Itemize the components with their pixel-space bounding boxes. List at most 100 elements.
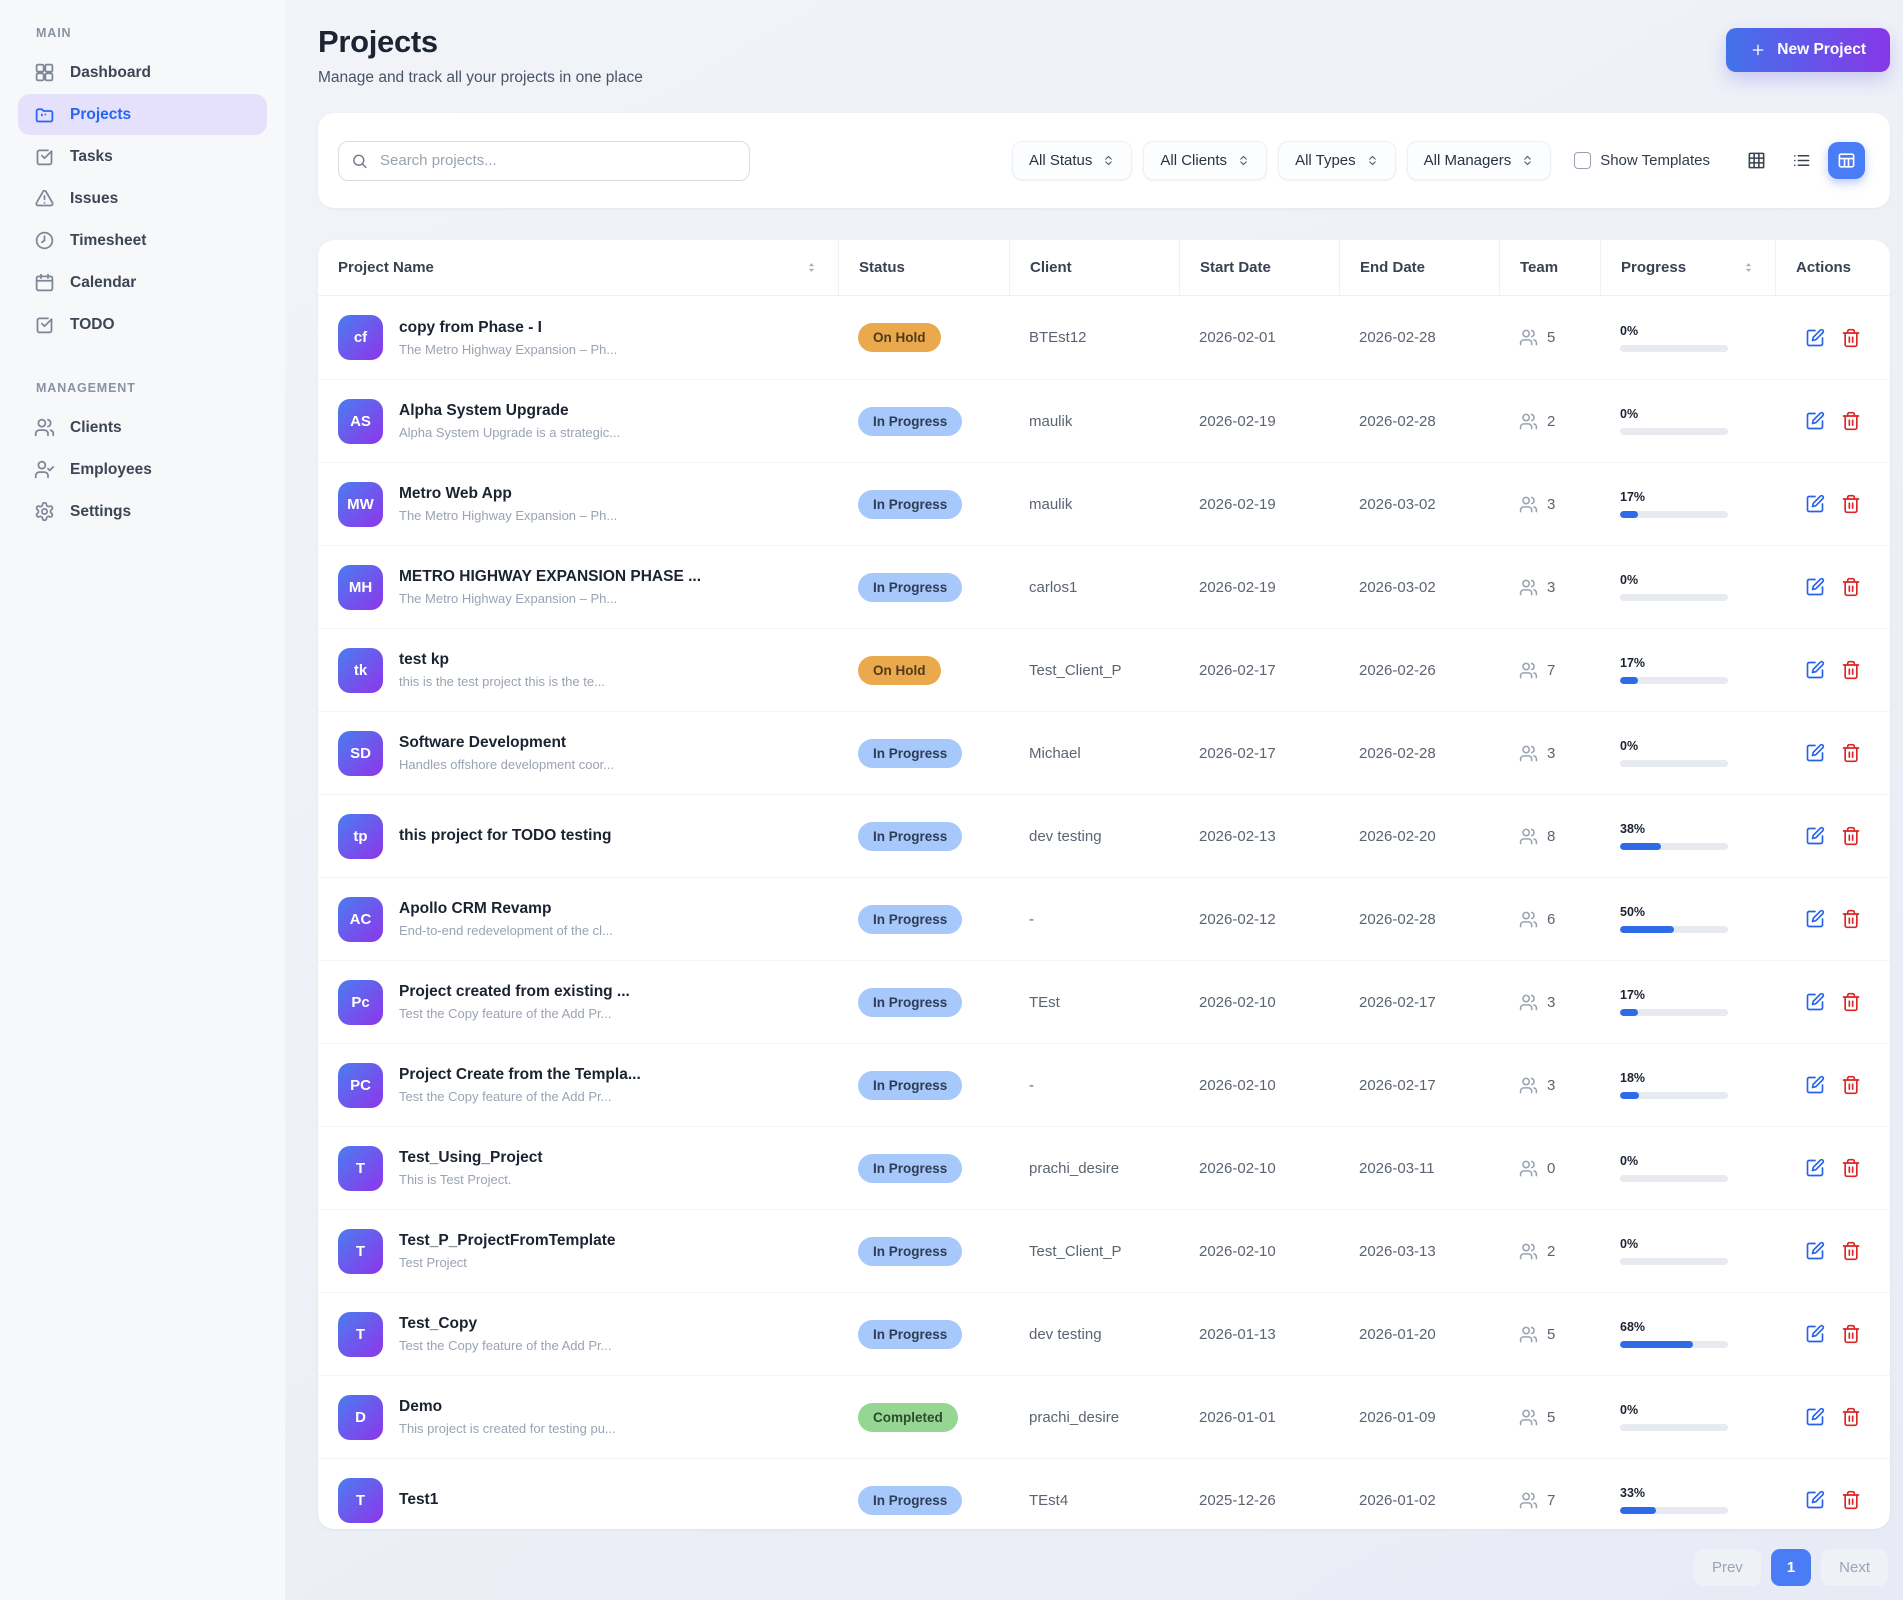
team-count: 5 bbox=[1547, 1408, 1556, 1426]
sidebar-item-settings[interactable]: Settings bbox=[18, 491, 267, 532]
client-name: TEst4 bbox=[1029, 1491, 1069, 1509]
view-toggle-group bbox=[1733, 137, 1870, 184]
team-count: 7 bbox=[1547, 661, 1556, 679]
progress-bar bbox=[1620, 428, 1728, 435]
delete-button[interactable] bbox=[1841, 494, 1861, 514]
delete-button[interactable] bbox=[1841, 992, 1861, 1012]
delete-button[interactable] bbox=[1841, 1407, 1861, 1427]
table-view-button[interactable] bbox=[1828, 142, 1865, 179]
delete-button[interactable] bbox=[1841, 1075, 1861, 1095]
grid-view-button[interactable] bbox=[1738, 142, 1775, 179]
project-name: test kp bbox=[399, 651, 449, 668]
sidebar-item-projects[interactable]: Projects bbox=[18, 94, 267, 135]
delete-button[interactable] bbox=[1841, 1241, 1861, 1261]
current-page-button[interactable]: 1 bbox=[1770, 1549, 1812, 1586]
filter-dropdown-all-clients[interactable]: All Clients bbox=[1143, 141, 1268, 180]
client-name: Test_Client_P bbox=[1029, 1242, 1122, 1260]
edit-button[interactable] bbox=[1805, 494, 1825, 514]
prev-page-button[interactable]: Prev bbox=[1693, 1549, 1761, 1586]
delete-button[interactable] bbox=[1841, 1158, 1861, 1178]
edit-button[interactable] bbox=[1805, 1324, 1825, 1344]
filter-dropdown-all-status[interactable]: All Status bbox=[1012, 141, 1133, 180]
end-date: 2026-01-02 bbox=[1359, 1491, 1436, 1509]
employees-icon bbox=[34, 459, 55, 480]
delete-button[interactable] bbox=[1841, 660, 1861, 680]
edit-button[interactable] bbox=[1805, 1490, 1825, 1510]
table-row[interactable]: tk test kp this is the test project this… bbox=[318, 628, 1890, 711]
table-row[interactable]: Pc Project created from existing ... Tes… bbox=[318, 960, 1890, 1043]
list-view-button[interactable] bbox=[1783, 142, 1820, 179]
table-row[interactable]: PC Project Create from the Templa... Tes… bbox=[318, 1043, 1890, 1126]
sidebar-item-timesheet[interactable]: Timesheet bbox=[18, 220, 267, 261]
progress-label: 0% bbox=[1620, 573, 1639, 587]
table-row[interactable]: D Demo This project is created for testi… bbox=[318, 1375, 1890, 1458]
sidebar-item-list: Dashboard Projects Tasks Issues Timeshee… bbox=[18, 52, 267, 345]
delete-button[interactable] bbox=[1841, 328, 1861, 348]
new-project-label: New Project bbox=[1777, 41, 1866, 58]
edit-button[interactable] bbox=[1805, 328, 1825, 348]
table-row[interactable]: MW Metro Web App The Metro Highway Expan… bbox=[318, 462, 1890, 545]
team-icon bbox=[1519, 1076, 1538, 1095]
team-count: 8 bbox=[1547, 827, 1556, 845]
start-date: 2026-02-19 bbox=[1199, 412, 1276, 430]
search-input[interactable] bbox=[338, 140, 750, 181]
delete-button[interactable] bbox=[1841, 1490, 1861, 1510]
show-templates-checkbox[interactable] bbox=[1574, 152, 1592, 169]
project-name: Alpha System Upgrade bbox=[399, 402, 569, 419]
table-row[interactable]: T Test_Using_Project This is Test Projec… bbox=[318, 1126, 1890, 1209]
project-avatar: T bbox=[338, 1477, 383, 1523]
sidebar-item-calendar[interactable]: Calendar bbox=[18, 262, 267, 303]
table-row[interactable]: tp this project for TODO testing In Prog… bbox=[318, 794, 1890, 877]
edit-button[interactable] bbox=[1805, 1241, 1825, 1261]
edit-button[interactable] bbox=[1805, 992, 1825, 1012]
sidebar: MAIN Dashboard Projects Tasks Issues Tim… bbox=[0, 0, 285, 1600]
table-row[interactable]: AS Alpha System Upgrade Alpha System Upg… bbox=[318, 379, 1890, 462]
project-avatar: T bbox=[338, 1228, 383, 1274]
delete-button[interactable] bbox=[1841, 411, 1861, 431]
edit-button[interactable] bbox=[1805, 411, 1825, 431]
delete-icon bbox=[1841, 826, 1861, 846]
edit-button[interactable] bbox=[1805, 1075, 1825, 1095]
edit-button[interactable] bbox=[1805, 909, 1825, 929]
table-row[interactable]: SD Software Development Handles offshore… bbox=[318, 711, 1890, 794]
sidebar-item-dashboard[interactable]: Dashboard bbox=[18, 52, 267, 93]
column-header-project-name[interactable]: Project Name bbox=[318, 240, 838, 295]
sidebar-item-employees[interactable]: Employees bbox=[18, 449, 267, 490]
end-date: 2026-03-11 bbox=[1359, 1159, 1435, 1177]
table-row[interactable]: MH METRO HIGHWAY EXPANSION PHASE ... The… bbox=[318, 545, 1890, 628]
sidebar-item-tasks[interactable]: Tasks bbox=[18, 136, 267, 177]
sidebar-item-issues[interactable]: Issues bbox=[18, 178, 267, 219]
table-row[interactable]: T Test_Copy Test the Copy feature of the… bbox=[318, 1292, 1890, 1375]
status-badge: In Progress bbox=[858, 489, 963, 519]
show-templates-toggle[interactable]: Show Templates bbox=[1574, 152, 1710, 169]
table-row[interactable]: T Test1 In Progress TEst4 2025-12-26 202… bbox=[318, 1458, 1890, 1529]
new-project-button[interactable]: New Project bbox=[1726, 28, 1890, 72]
edit-button[interactable] bbox=[1805, 1158, 1825, 1178]
edit-button[interactable] bbox=[1805, 660, 1825, 680]
edit-button[interactable] bbox=[1805, 1407, 1825, 1427]
progress-bar bbox=[1620, 1175, 1728, 1182]
delete-button[interactable] bbox=[1841, 826, 1861, 846]
sidebar-item-todo[interactable]: TODO bbox=[18, 304, 267, 345]
next-page-button[interactable]: Next bbox=[1821, 1549, 1888, 1586]
edit-icon bbox=[1805, 743, 1825, 763]
delete-button[interactable] bbox=[1841, 909, 1861, 929]
delete-button[interactable] bbox=[1841, 1324, 1861, 1344]
edit-button[interactable] bbox=[1805, 743, 1825, 763]
table-row[interactable]: AC Apollo CRM Revamp End-to-end redevelo… bbox=[318, 877, 1890, 960]
sidebar-item-label: Timesheet bbox=[70, 231, 147, 249]
edit-icon bbox=[1805, 1407, 1825, 1427]
column-header-progress[interactable]: Progress bbox=[1600, 240, 1775, 295]
filter-dropdown-all-managers[interactable]: All Managers bbox=[1406, 141, 1552, 180]
delete-button[interactable] bbox=[1841, 577, 1861, 597]
progress-label: 17% bbox=[1620, 656, 1646, 670]
delete-button[interactable] bbox=[1841, 743, 1861, 763]
table-row[interactable]: cf copy from Phase - I The Metro Highway… bbox=[318, 296, 1890, 379]
edit-button[interactable] bbox=[1805, 826, 1825, 846]
edit-button[interactable] bbox=[1805, 577, 1825, 597]
sidebar-item-clients[interactable]: Clients bbox=[18, 407, 267, 448]
client-name: maulik bbox=[1029, 412, 1073, 430]
filter-dropdown-all-types[interactable]: All Types bbox=[1278, 141, 1396, 180]
filter-label: All Status bbox=[1029, 152, 1093, 169]
table-row[interactable]: T Test_P_ProjectFromTemplate Test Projec… bbox=[318, 1209, 1890, 1292]
